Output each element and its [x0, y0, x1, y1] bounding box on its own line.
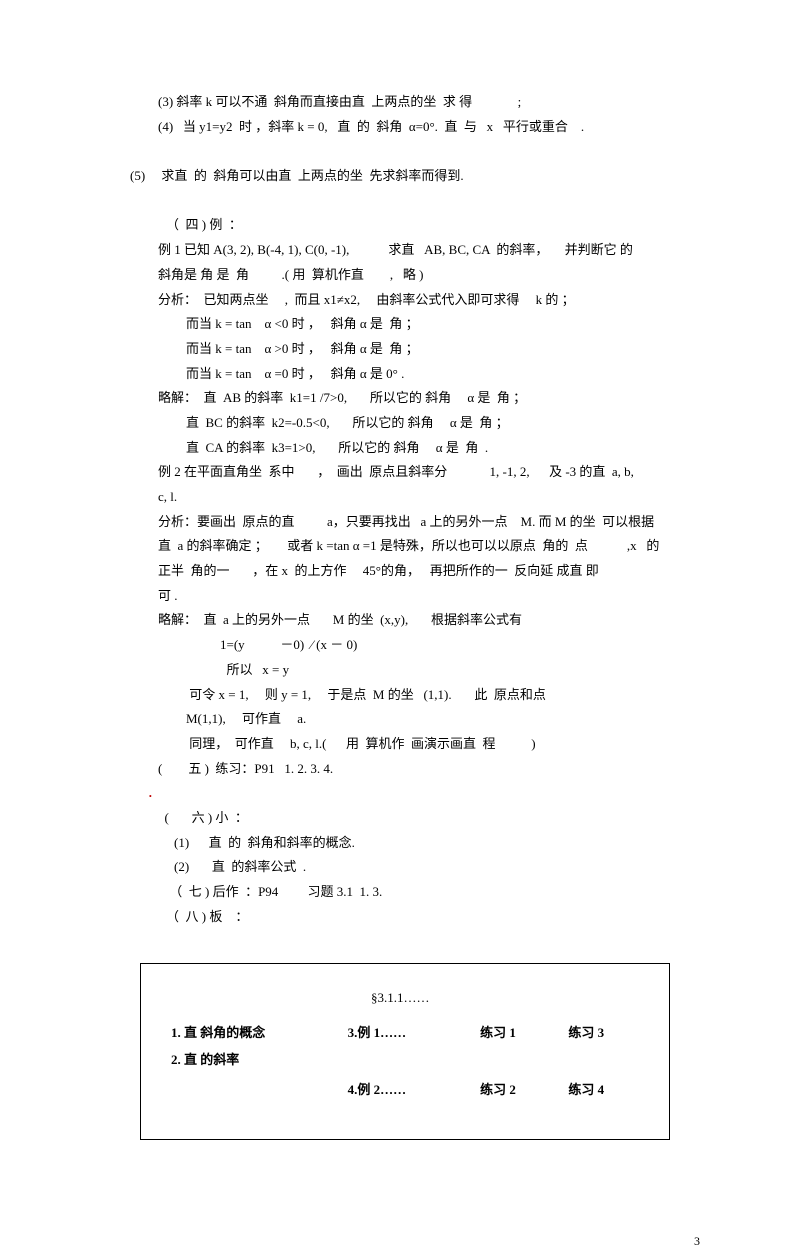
text-line: 略解： 直 AB 的斜率 k1=1 /7>0, 所以它的 斜角 α 是 角 ；: [130, 386, 700, 411]
table-cell: 练习 4: [568, 1078, 639, 1103]
table-cell: 2. 直 的斜率: [171, 1048, 348, 1073]
table-header: §3.1.1……: [171, 986, 639, 1011]
text-line: (4) 当 y1=y2 时 ，斜率 k = 0, 直 的 斜角 α=0°. 直 …: [130, 115, 700, 140]
text-line: ( 六 ) 小 ：: [130, 806, 700, 831]
text-line: [130, 139, 700, 164]
text-line: 正半 角的一 ，在 x 的上方作 45°的角， 再把所作的一 反向延 成直 即: [130, 559, 700, 584]
text-line: 而当 k = tan α =0 时 ， 斜角 α 是 0° .: [130, 362, 700, 387]
blackboard-design-table: §3.1.1…… 1. 直 斜角的概念 3.例 1…… 练习 1 练习 3 2.…: [140, 963, 670, 1140]
text-line: c, l.: [130, 485, 700, 510]
text-line: 同理， 可作直 b, c, l.( 用 算机作 画演示画直 程 ): [130, 732, 700, 757]
text-line: (1) 直 的 斜角和斜率的概念.: [130, 831, 700, 856]
table-cell: 练习 3: [568, 1021, 639, 1046]
table-cell: 4.例 2……: [348, 1078, 480, 1103]
text-line: [130, 189, 700, 214]
text-line: 略解： 直 a 上的另外一点 M 的坐 (x,y), 根据斜率公式有: [130, 608, 700, 633]
text-line: 斜角是 角 是 角 .( 用 算机作直 , 略 ): [130, 263, 700, 288]
table-cell: 练习 1: [480, 1021, 568, 1046]
text-line: (3) 斜率 k 可以不通 斜角而直接由直 上两点的坐 求 得 ;: [130, 90, 700, 115]
text-line: (2) 直 的斜率公式 .: [130, 855, 700, 880]
text-line: 而当 k = tan α <0 时 ， 斜角 α 是 角 ；: [130, 312, 700, 337]
text-line: 直 CA 的斜率 k3=1>0, 所以它的 斜角 α 是 角 .: [130, 436, 700, 461]
text-line: ( 五 ) 练习：P91 1. 2. 3. 4.: [130, 757, 700, 782]
text-line: （ 四 ) 例 ：: [130, 213, 700, 238]
text-line: 可令 x = 1, 则 y = 1, 于是点 M 的坐 (1,1). 此 原点和…: [130, 683, 700, 708]
text-line: （ 七 ) 后作 ：P94 习题 3.1 1. 3.: [130, 880, 700, 905]
text-line: (5) 求直 的 斜角可以由直 上两点的坐 先求斜率而得到.: [130, 164, 700, 189]
text-line: 例 1 已知 A(3, 2), B(-4, 1), C(0, -1), 求直 A…: [130, 238, 700, 263]
text-line: 分析： 已知两点坐 , 而且 x1≠x2, 由斜率公式代入即可求得 k 的 ；: [130, 288, 700, 313]
body-text: (3) 斜率 k 可以不通 斜角而直接由直 上两点的坐 求 得 ;(4) 当 y…: [130, 90, 700, 929]
text-line: 例 2 在平面直角坐 系中 ， 画出 原点且斜率分 1, -1, 2, 及 -3…: [130, 460, 700, 485]
table-cell: 1. 直 斜角的概念: [171, 1021, 348, 1046]
text-line: 而当 k = tan α >0 时 ， 斜角 α 是 角 ；: [130, 337, 700, 362]
text-line: （ 八 ) 板 ：: [130, 905, 700, 930]
text-line: M(1,1), 可作直 a.: [130, 707, 700, 732]
table-row: 2. 直 的斜率: [171, 1048, 639, 1073]
page-number: 3: [0, 1180, 800, 1253]
table-row: 4.例 2…… 练习 2 练习 4: [171, 1078, 639, 1103]
text-line: 直 a 的斜率确定 ； 或者 k =tan α =1 是特殊，所以也可以以原点 …: [130, 534, 700, 559]
text-line: 1=(y －0) ∕ (x － 0): [130, 633, 700, 658]
text-line: 可 .: [130, 584, 700, 609]
table-row: 1. 直 斜角的概念 3.例 1…… 练习 1 练习 3: [171, 1021, 639, 1046]
document-page: (3) 斜率 k 可以不通 斜角而直接由直 上两点的坐 求 得 ;(4) 当 y…: [0, 0, 800, 1180]
text-line: 所以 x = y: [130, 658, 700, 683]
text-line: 直 BC 的斜率 k2=-0.5<0, 所以它的 斜角 α 是 角 ；: [130, 411, 700, 436]
table-cell: 3.例 1……: [348, 1021, 480, 1046]
text-line: ．: [130, 781, 700, 806]
table-cell: 练习 2: [480, 1078, 568, 1103]
text-line: 分析：要画出 原点的直 a，只要再找出 a 上的另外一点 M. 而 M 的坐 可…: [130, 510, 700, 535]
